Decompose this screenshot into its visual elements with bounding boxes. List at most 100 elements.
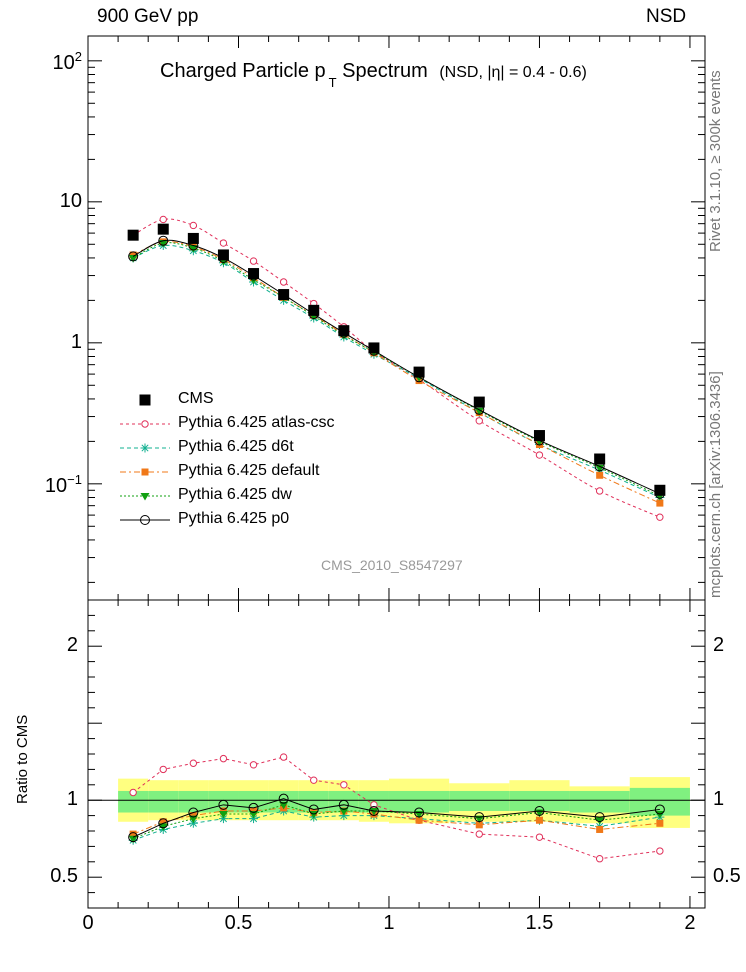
- plot-title: Charged Particle pT Spectrum (NSD, |η| =…: [160, 60, 587, 90]
- ratio-point-d6t: [218, 814, 228, 824]
- ratio-y-tick-label-left: 0.5: [50, 865, 78, 888]
- ratio-point-default: [596, 825, 604, 833]
- main-series-cms: [127, 223, 666, 496]
- legend-marker-d6t: [140, 443, 150, 453]
- ratio-point-p0: [594, 812, 605, 823]
- ratio-point-atlas_csc: [189, 759, 198, 767]
- main-point-default: [596, 471, 604, 479]
- main-point-dw: [158, 240, 168, 248]
- ratio-point-d6t: [188, 818, 198, 828]
- title-rest: Spectrum: [336, 60, 428, 82]
- ratio-point-p0: [308, 804, 319, 815]
- main-y-tick-label: 10: [60, 190, 82, 213]
- header-right: NSD: [646, 6, 687, 27]
- ratio-series-atlas_csc: [129, 753, 664, 863]
- analysis-watermark: CMS_2010_S8547297: [321, 557, 463, 573]
- ratio-inner-band-bin: [629, 787, 690, 816]
- ratio-point-atlas_csc: [129, 788, 137, 797]
- ratio-inner-band-bin: [118, 790, 149, 813]
- main-curve-d6t: [132, 244, 661, 498]
- main-point-atlas_csc: [475, 417, 483, 425]
- ratio-inner-band-bin: [388, 790, 450, 813]
- ratio-point-p0: [414, 807, 425, 818]
- ratio-point-atlas_csc: [249, 761, 258, 769]
- legend-marker-dw: [140, 493, 150, 501]
- ratio-point-default: [535, 816, 543, 824]
- ratio-y-tick-label-right: 2: [713, 634, 725, 657]
- main-point-cms: [157, 223, 169, 235]
- ratio-point-d6t: [339, 811, 349, 821]
- ratio-point-default: [189, 812, 197, 820]
- ratio-point-atlas_csc: [279, 753, 288, 761]
- main-point-dw: [188, 245, 198, 253]
- x-tick-label: 0: [82, 912, 94, 934]
- main-point-p0: [128, 251, 139, 262]
- ratio-inner-band-bin: [148, 790, 179, 813]
- ratio-curve-atlas_csc: [132, 756, 660, 860]
- main-point-cms: [217, 249, 229, 261]
- legend-label-atlas_csc: Pythia 6.425 atlas-csc: [178, 414, 335, 431]
- ratio-point-dw: [655, 811, 665, 819]
- legend-label-p0: Pythia 6.425 p0: [178, 510, 290, 527]
- ratio-point-dw: [158, 823, 168, 831]
- ratio-point-p0: [474, 812, 485, 823]
- ratio-point-atlas_csc: [475, 830, 483, 838]
- main-point-cms: [473, 396, 485, 408]
- ratio-inner-band-bin: [449, 790, 510, 811]
- ratio-point-p0: [654, 804, 665, 815]
- main-point-atlas_csc: [159, 215, 167, 224]
- ratio-point-default: [129, 830, 137, 838]
- x-tick-label: 1.5: [525, 912, 554, 934]
- ratio-inner-band-bin: [268, 790, 299, 813]
- ratio-y-axis-label: Ratio to CMS: [14, 714, 31, 804]
- ratio-point-dw: [279, 801, 289, 810]
- main-y-tick-label: 1: [71, 331, 82, 354]
- ratio-point-atlas_csc: [340, 781, 348, 789]
- main-point-default: [656, 499, 664, 507]
- legend-entry-mark-atlas_csc: [120, 420, 170, 428]
- ratio-point-d6t: [249, 814, 259, 824]
- main-point-cms: [127, 229, 139, 241]
- main-point-cms: [594, 453, 606, 465]
- ratio-point-atlas_csc: [595, 855, 604, 863]
- legend-entry-mark-p0: [120, 515, 170, 525]
- ratio-point-default: [159, 818, 167, 826]
- legend-label-data: CMS: [178, 390, 214, 407]
- ratio-point-p0: [188, 807, 199, 818]
- ratio-point-p0: [368, 805, 379, 816]
- ratio-point-p0: [278, 793, 289, 804]
- main-point-atlas_csc: [656, 513, 664, 521]
- ratio-point-atlas_csc: [656, 847, 664, 855]
- main-point-atlas_csc: [595, 487, 604, 495]
- main-point-cms: [413, 366, 425, 378]
- ratio-point-default: [219, 807, 227, 815]
- main-point-atlas_csc: [535, 451, 544, 459]
- ratio-point-p0: [128, 832, 139, 843]
- main-point-cms: [533, 430, 545, 442]
- ratio-point-dw: [339, 807, 349, 816]
- rivet-label: Rivet 3.1.10, ≥ 300k events: [707, 70, 724, 252]
- legend-marker-atlas_csc: [141, 420, 149, 428]
- ratio-point-dw: [474, 815, 484, 824]
- x-tick-label: 2: [684, 912, 696, 934]
- frame-layer: [87, 35, 706, 909]
- main-point-dw: [128, 254, 138, 263]
- mcplots-label: mcplots.cern.ch [arXiv:1306.3436]: [707, 371, 724, 598]
- ratio-y-tick-label-right: 1: [713, 788, 725, 811]
- main-y-tick-label: 10−1: [45, 472, 82, 498]
- ratio-inner-band-bin: [569, 790, 630, 813]
- ratio-point-default: [415, 816, 423, 824]
- main-point-cms: [654, 484, 666, 496]
- main-point-atlas_csc: [279, 278, 288, 286]
- ratio-y-tick-label-left: 2: [66, 634, 78, 657]
- main-y-tick-label: 102: [53, 49, 82, 75]
- main-point-atlas_csc: [219, 239, 228, 247]
- main-point-dw: [595, 464, 605, 473]
- main-point-cms: [338, 325, 350, 337]
- ratio-point-atlas_csc: [159, 765, 167, 774]
- ratio-inner-band-bin: [178, 790, 209, 813]
- ratio-panel-frame: [87, 599, 706, 909]
- main-point-atlas_csc: [249, 257, 258, 265]
- legend-entry-mark-data: [139, 394, 151, 406]
